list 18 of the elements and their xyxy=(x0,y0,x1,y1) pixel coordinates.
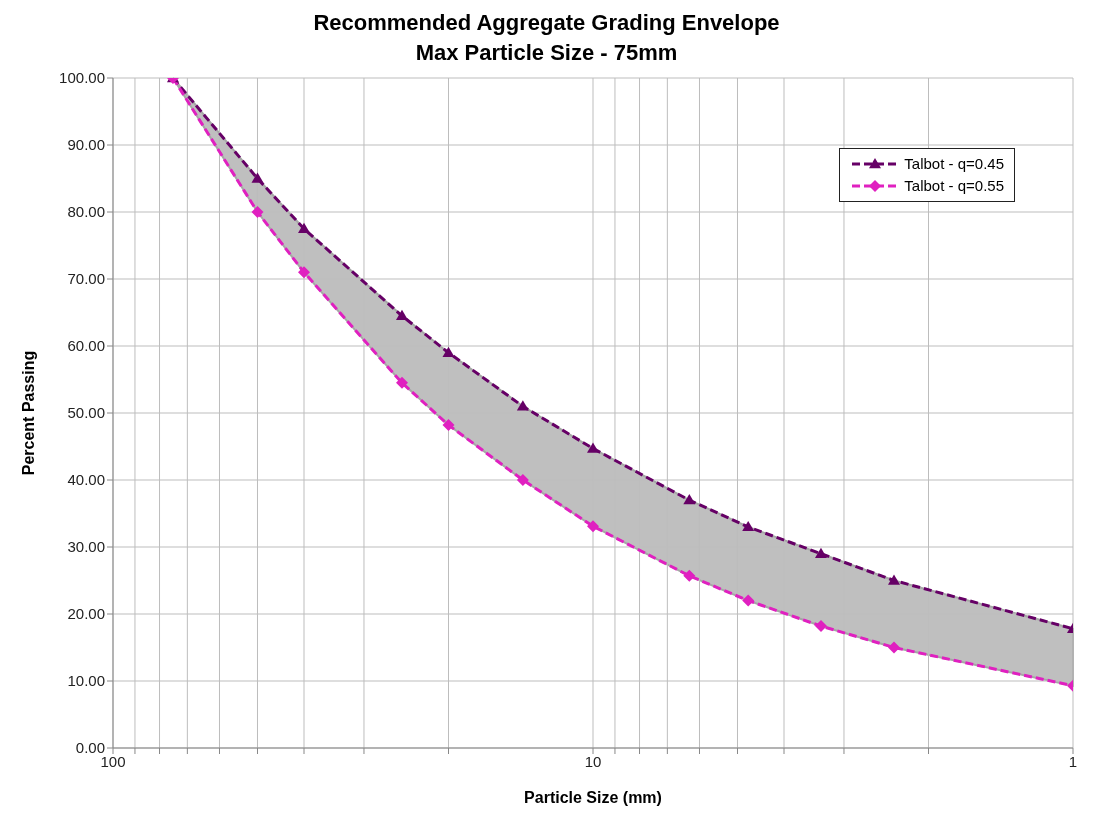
chart-title: Recommended Aggregate Grading Envelope xyxy=(312,9,781,37)
y-tick-label: 100.00 xyxy=(59,69,105,87)
y-tick-label: 70.00 xyxy=(67,270,105,288)
x-tick-label: 1 xyxy=(1068,752,1078,770)
y-tick-label: 60.00 xyxy=(67,337,105,355)
legend-label: Talbot - q=0.55 xyxy=(904,176,1004,196)
y-tick-label: 40.00 xyxy=(67,471,105,489)
y-tick-label: 30.00 xyxy=(67,538,105,556)
y-tick-label: 90.00 xyxy=(67,136,105,154)
y-axis-title: Percent Passing xyxy=(19,350,37,476)
x-axis-title: Particle Size (mm) xyxy=(524,789,662,806)
y-tick-label: 20.00 xyxy=(67,605,105,623)
legend-label: Talbot - q=0.45 xyxy=(904,154,1004,174)
y-tick-label: 80.00 xyxy=(67,203,105,221)
chart-subtitle: Max Particle Size - 75mm xyxy=(414,39,679,67)
y-tick-label: 50.00 xyxy=(67,404,105,422)
x-tick-label: 10 xyxy=(584,752,602,770)
y-tick-label: 10.00 xyxy=(67,672,105,690)
